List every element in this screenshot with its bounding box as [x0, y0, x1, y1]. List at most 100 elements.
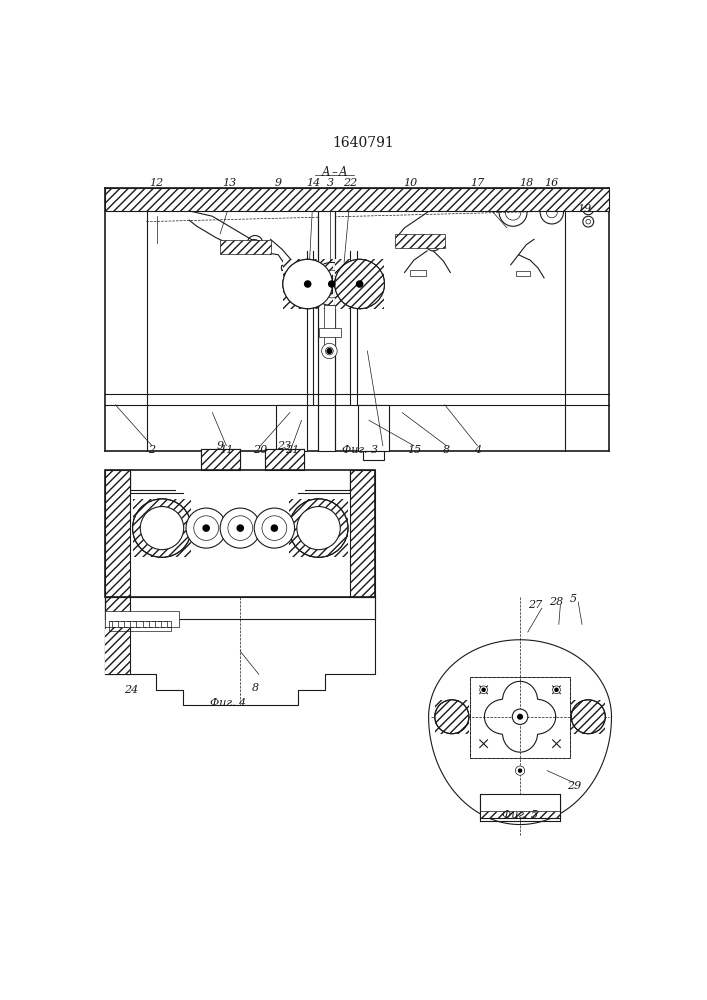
- Circle shape: [228, 516, 252, 540]
- Bar: [105, 597, 130, 674]
- Text: 9: 9: [216, 441, 223, 451]
- Text: 3: 3: [327, 178, 334, 188]
- Bar: [132, 499, 192, 557]
- Bar: [281, 451, 303, 460]
- Circle shape: [515, 766, 525, 775]
- Circle shape: [329, 281, 335, 287]
- Bar: [395, 234, 445, 248]
- Bar: [469, 677, 571, 758]
- Text: 29: 29: [567, 781, 581, 791]
- Circle shape: [220, 508, 260, 548]
- Text: A: A: [322, 166, 331, 179]
- Bar: [289, 499, 348, 557]
- Bar: [105, 470, 375, 597]
- Circle shape: [283, 259, 332, 309]
- Circle shape: [435, 700, 469, 734]
- Bar: [358, 405, 389, 451]
- Circle shape: [322, 343, 337, 359]
- Bar: [571, 700, 605, 734]
- Circle shape: [571, 700, 605, 734]
- Bar: [220, 240, 271, 254]
- Circle shape: [255, 508, 295, 548]
- Text: Фиг. 4: Фиг. 4: [210, 698, 246, 708]
- Text: 2: 2: [148, 445, 156, 455]
- Circle shape: [140, 507, 184, 550]
- Text: 20: 20: [253, 445, 267, 455]
- Circle shape: [327, 349, 332, 353]
- Text: 4: 4: [474, 445, 481, 455]
- Text: 15: 15: [407, 445, 421, 455]
- Circle shape: [297, 507, 340, 550]
- Circle shape: [518, 769, 522, 772]
- Text: –: –: [332, 166, 338, 179]
- Bar: [320, 328, 341, 337]
- Bar: [105, 188, 609, 211]
- Circle shape: [262, 516, 287, 540]
- Bar: [283, 259, 332, 309]
- Bar: [410, 270, 426, 276]
- Bar: [105, 619, 130, 674]
- Text: 22: 22: [343, 178, 358, 188]
- Circle shape: [194, 516, 218, 540]
- Circle shape: [305, 281, 311, 287]
- Circle shape: [356, 281, 363, 287]
- Bar: [105, 470, 130, 597]
- Text: 9: 9: [275, 178, 282, 188]
- Bar: [469, 677, 571, 758]
- Text: 19: 19: [577, 204, 592, 214]
- Text: 11: 11: [219, 445, 233, 455]
- Text: 16: 16: [544, 178, 559, 188]
- Circle shape: [513, 709, 528, 724]
- Bar: [283, 259, 332, 309]
- Bar: [265, 449, 304, 470]
- Bar: [201, 449, 240, 470]
- Circle shape: [555, 688, 558, 691]
- Text: 21: 21: [285, 445, 299, 455]
- Text: 14: 14: [306, 178, 320, 188]
- Bar: [276, 405, 307, 451]
- Circle shape: [480, 686, 488, 694]
- Bar: [281, 265, 291, 270]
- Text: 12: 12: [149, 178, 164, 188]
- Circle shape: [482, 688, 485, 691]
- Text: 24: 24: [124, 685, 138, 695]
- Text: 17: 17: [470, 178, 484, 188]
- Bar: [105, 611, 179, 627]
- Bar: [317, 188, 335, 451]
- Circle shape: [325, 347, 333, 355]
- Bar: [109, 620, 170, 631]
- Bar: [324, 305, 335, 351]
- Bar: [480, 811, 561, 818]
- Text: Фиг. 3: Фиг. 3: [341, 445, 378, 455]
- Text: 28: 28: [549, 597, 563, 607]
- Circle shape: [553, 686, 561, 694]
- Circle shape: [237, 525, 243, 531]
- Text: 1640791: 1640791: [332, 136, 394, 150]
- Bar: [335, 259, 385, 309]
- Text: Фиг. 5: Фиг. 5: [502, 810, 538, 820]
- Bar: [105, 597, 375, 619]
- Circle shape: [271, 525, 277, 531]
- Bar: [351, 470, 375, 597]
- Text: A: A: [339, 166, 348, 179]
- Bar: [363, 451, 385, 460]
- Bar: [335, 259, 385, 309]
- Text: 27: 27: [528, 600, 543, 610]
- Circle shape: [132, 499, 192, 557]
- Circle shape: [203, 525, 209, 531]
- Bar: [435, 700, 469, 734]
- Circle shape: [186, 508, 226, 548]
- Text: 23: 23: [276, 441, 291, 451]
- Text: 8: 8: [443, 445, 450, 455]
- Text: 10: 10: [403, 178, 417, 188]
- Text: 13: 13: [222, 178, 237, 188]
- Bar: [480, 794, 561, 818]
- Text: 18: 18: [519, 178, 533, 188]
- Circle shape: [281, 265, 288, 271]
- Bar: [516, 271, 530, 276]
- Circle shape: [335, 259, 385, 309]
- Circle shape: [289, 499, 348, 557]
- Text: 5: 5: [570, 594, 577, 604]
- Circle shape: [518, 714, 522, 719]
- Text: 8: 8: [252, 683, 259, 693]
